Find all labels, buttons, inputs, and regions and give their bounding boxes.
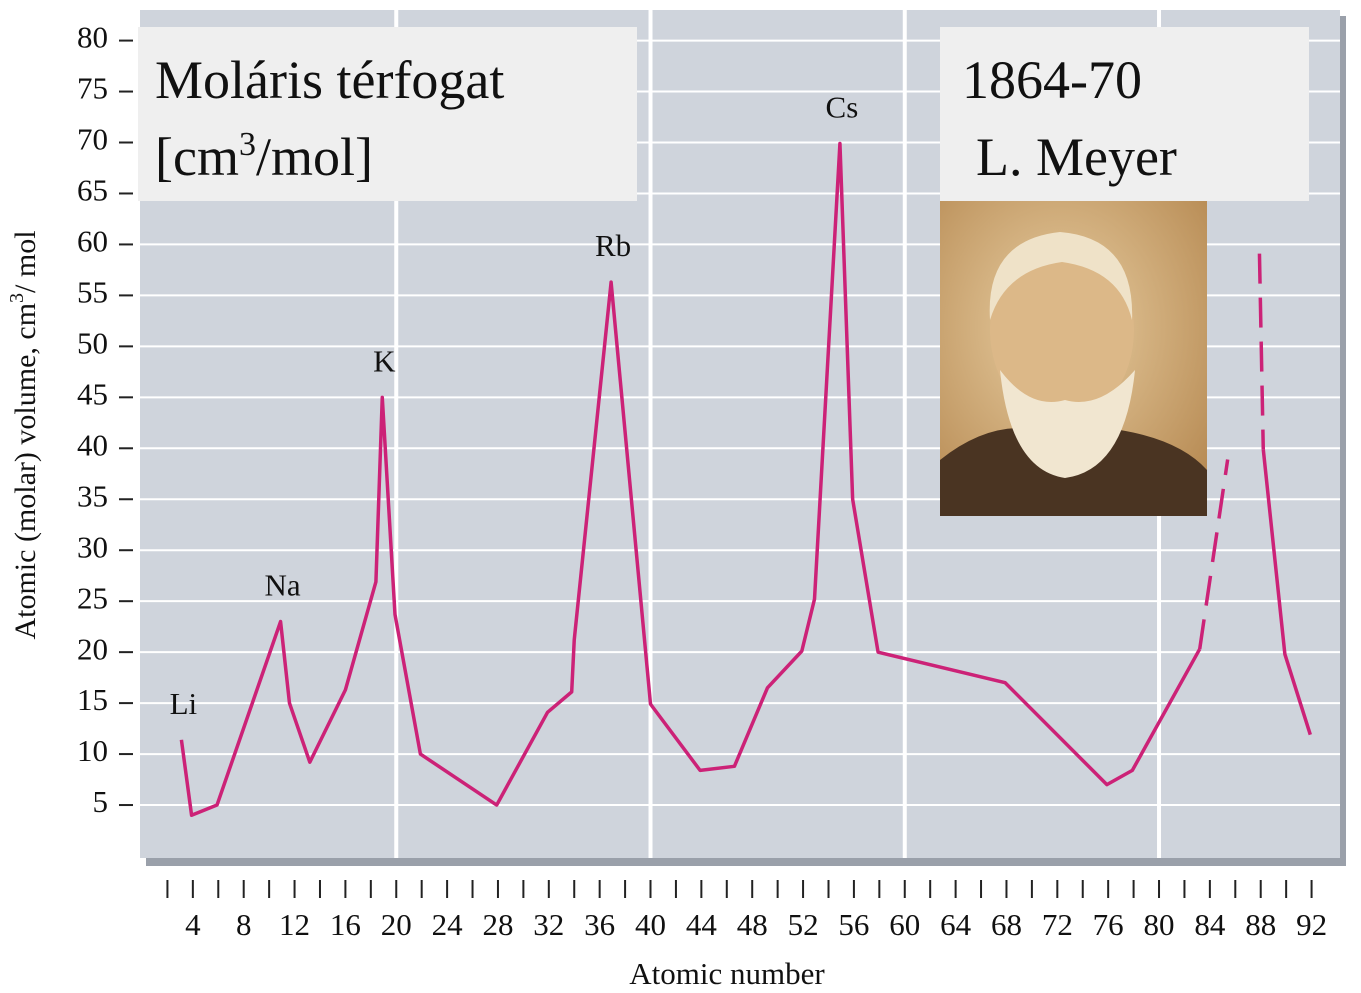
y-tick-label: 75: [77, 71, 108, 106]
x-tick-label: 16: [330, 907, 361, 942]
lines: Li Na K Rb Cs: [170, 90, 1312, 817]
y-tick-label: 55: [77, 275, 108, 310]
y-tick-label: 70: [77, 122, 108, 157]
x-tick-label: 76: [1093, 907, 1124, 942]
subtitle-superscript: 3: [239, 126, 256, 163]
x-axis-label: Atomic number: [629, 956, 825, 991]
x-tick-label: 44: [686, 907, 718, 942]
x-tick-label: 80: [1144, 907, 1175, 942]
author-background: [940, 27, 1309, 201]
data-line: [1197, 459, 1230, 650]
element-label: Na: [264, 568, 300, 603]
x-tick-label: 92: [1296, 907, 1327, 942]
x-tick-label: 52: [788, 907, 819, 942]
y-tick-label: 5: [93, 784, 109, 819]
data-line: [179, 141, 1202, 817]
x-tick-label: 64: [940, 907, 972, 942]
author-box: 1864-70 L. Meyer: [940, 27, 1309, 201]
author-name: L. Meyer: [976, 127, 1177, 187]
data-line: [1257, 253, 1266, 450]
y-tick-label: 15: [77, 682, 108, 717]
axes: 5 10 15 20 25 30 35 40 45 50 55 60 65 70 75 80 4 8 12 16 20 2…: [77, 20, 1327, 942]
x-tick-label: 8: [236, 907, 252, 942]
element-label: Li: [170, 686, 198, 721]
portrait-beard: [1000, 370, 1135, 478]
title-background: [138, 27, 637, 201]
y-tick-label: 35: [77, 478, 108, 513]
x-tick-label: 68: [991, 907, 1022, 942]
y-tick-label: 30: [77, 529, 108, 564]
x-tick-label: 24: [432, 907, 464, 942]
portrait: [940, 201, 1207, 516]
data-line: [1261, 449, 1312, 736]
x-tick-label: 84: [1194, 907, 1226, 942]
subtitle-part: [cm: [155, 127, 239, 187]
x-tick-label: 48: [737, 907, 768, 942]
x-tick-label: 88: [1245, 907, 1276, 942]
element-label: Rb: [595, 228, 631, 263]
y-axis-label: Atomic (molar) volume, cm3/ mol: [6, 230, 42, 639]
y-label-part: / mol: [9, 230, 42, 293]
element-label: Cs: [826, 90, 859, 125]
subtitle-part: /mol]: [256, 127, 373, 187]
title-box: Moláris térfogat [cm3/mol]: [138, 27, 637, 201]
x-tick-label: 4: [185, 907, 201, 942]
y-tick-label: 60: [77, 224, 108, 259]
x-tick-label: 72: [1042, 907, 1073, 942]
y-tick-label: 25: [77, 580, 108, 615]
x-tick-label: 32: [533, 907, 564, 942]
x-tick-label: 28: [482, 907, 513, 942]
author-years: 1864-70: [962, 50, 1142, 110]
x-tick-label: 12: [279, 907, 310, 942]
y-tick-label: 10: [77, 733, 108, 768]
y-tick-label: 65: [77, 173, 108, 208]
y-tick-label: 20: [77, 631, 108, 666]
chart-title: Moláris térfogat: [155, 50, 504, 110]
y-tick-label: 40: [77, 427, 108, 462]
y-tick-label: 80: [77, 20, 108, 55]
x-tick-label: 40: [635, 907, 666, 942]
y-label-part: Atomic (molar) volume, cm: [9, 303, 42, 640]
element-label: K: [373, 343, 396, 378]
y-tick-label: 45: [77, 376, 108, 411]
x-tick-label: 56: [838, 907, 869, 942]
portrait-hair: [989, 232, 1133, 320]
y-label-superscript: 3: [6, 293, 28, 303]
y-tick-label: 50: [77, 325, 108, 360]
x-tick-label: 20: [381, 907, 412, 942]
x-tick-label: 60: [889, 907, 920, 942]
x-tick-label: 36: [584, 907, 615, 942]
portrait-face: [990, 238, 1134, 422]
chart-subtitle: [cm3/mol]: [155, 126, 373, 187]
